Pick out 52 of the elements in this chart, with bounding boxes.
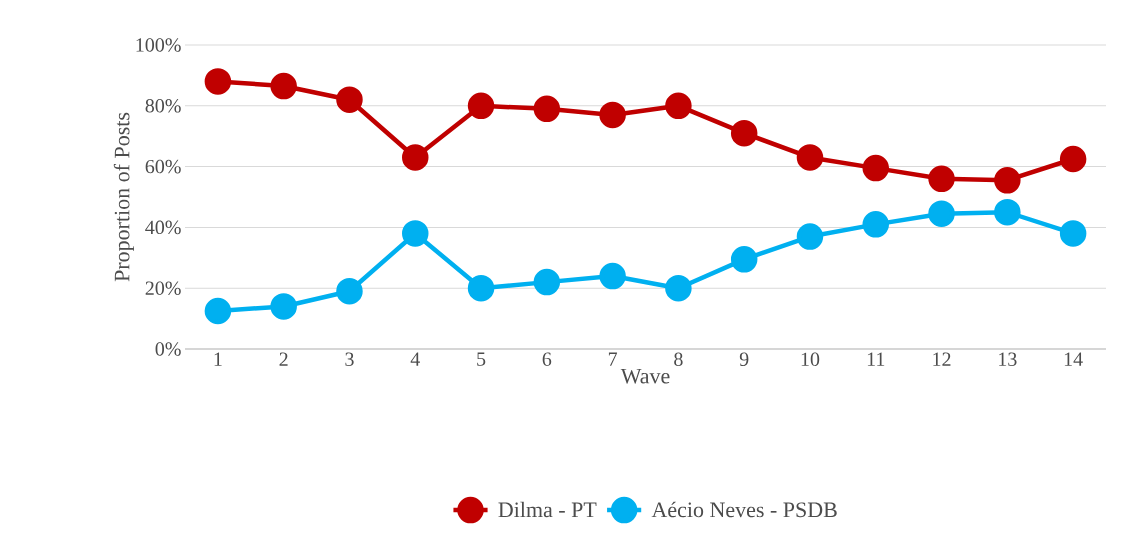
y-tick-label: 20% <box>145 281 181 295</box>
point <box>1059 145 1087 173</box>
point <box>994 167 1021 194</box>
point <box>1059 220 1087 247</box>
point <box>928 200 955 227</box>
point <box>402 220 429 247</box>
x-tick-label: 12 <box>933 352 951 366</box>
x-tick-label: 11 <box>867 352 885 366</box>
point <box>336 86 363 113</box>
x-tick-label: 4 <box>410 352 420 366</box>
point <box>533 95 561 123</box>
x-tick-label: 7 <box>608 352 618 366</box>
y-tick-label: 60% <box>145 159 181 174</box>
point <box>599 262 626 290</box>
point <box>862 211 890 238</box>
point <box>533 268 561 296</box>
point <box>204 297 232 325</box>
point <box>467 92 495 120</box>
y-axis-title: Proportion of Posts <box>113 112 134 282</box>
point <box>467 274 495 302</box>
x-tick-label: 14 <box>1064 352 1083 366</box>
y-tick-label: 100% <box>136 38 181 52</box>
point <box>665 92 692 120</box>
x-tick-label: 5 <box>477 352 486 366</box>
x-tick-label: 10 <box>801 352 820 367</box>
point <box>796 144 824 171</box>
point <box>862 154 890 182</box>
point <box>665 274 692 302</box>
legend-label: Dilma - PT <box>498 501 597 518</box>
legend-label: Aécio Neves - PSDB <box>651 501 837 518</box>
point <box>270 72 297 100</box>
y-tick-label: 0% <box>155 342 181 356</box>
point <box>336 277 363 305</box>
x-tick-label: 8 <box>674 352 683 367</box>
x-tick-label: 6 <box>542 352 552 366</box>
point <box>994 198 1021 226</box>
x-tick-label: 9 <box>739 352 749 366</box>
point <box>270 293 297 320</box>
point <box>402 144 429 171</box>
x-tick-label: 3 <box>345 352 354 366</box>
y-tick-label: 80% <box>145 99 181 113</box>
point <box>796 223 824 250</box>
x-tick-label: 13 <box>999 352 1017 366</box>
y-tick-label: 40% <box>145 220 181 235</box>
point <box>730 119 758 147</box>
point <box>928 165 955 193</box>
point <box>730 246 758 273</box>
x-tick-label: 2 <box>279 352 288 366</box>
point <box>204 68 232 95</box>
point <box>599 101 626 129</box>
x-tick-label: 1 <box>214 352 222 366</box>
x-axis-title: Wave <box>620 368 670 384</box>
